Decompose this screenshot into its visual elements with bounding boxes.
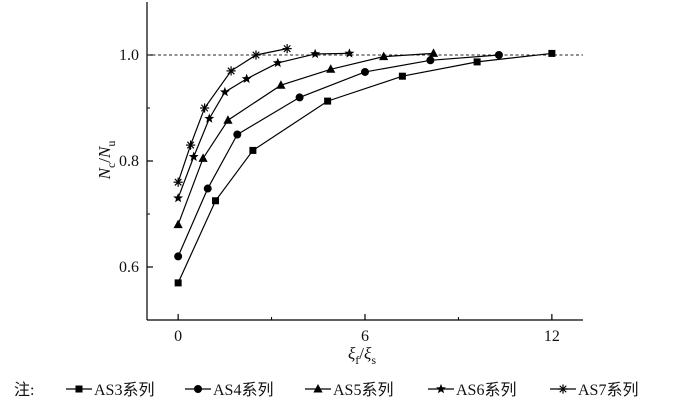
data-point-square xyxy=(174,279,182,287)
data-point-triangle xyxy=(198,153,208,162)
y-tick-label: 1.0 xyxy=(119,47,139,64)
x-tick-label: 0 xyxy=(174,328,182,345)
legend-label: AS5系列 xyxy=(333,381,393,399)
data-point-asterisk xyxy=(251,50,261,60)
x-axis-label-main: ξ xyxy=(348,344,356,363)
data-point-asterisk xyxy=(226,66,236,76)
data-point-triangle xyxy=(223,115,233,124)
legend-marker-star xyxy=(436,383,446,394)
data-point-circle xyxy=(174,252,183,261)
legend-marker-square xyxy=(75,385,83,393)
data-point-star xyxy=(188,151,199,161)
series-group xyxy=(173,44,556,287)
y-axis-label-slash: / xyxy=(95,158,114,163)
series-line xyxy=(177,52,552,284)
y-tick-label: 0.8 xyxy=(119,153,139,170)
legend-label: AS4系列 xyxy=(213,381,273,399)
asterisk-stroke xyxy=(559,385,567,393)
data-point-circle xyxy=(295,93,304,102)
asterisk-stroke xyxy=(186,141,195,149)
series-line xyxy=(177,48,288,183)
data-point-circle xyxy=(361,67,369,76)
series-line xyxy=(177,52,350,199)
asterisk-stroke xyxy=(227,67,235,75)
data-point-square xyxy=(212,197,220,205)
data-point-star xyxy=(310,48,321,59)
legend-item-1: AS3系列 xyxy=(66,381,154,399)
series-1 xyxy=(174,49,556,287)
data-point-triangle xyxy=(276,80,286,89)
series-3 xyxy=(173,48,439,229)
data-point-star xyxy=(344,48,355,58)
series-2 xyxy=(174,51,503,261)
data-point-square xyxy=(548,49,556,57)
data-point-asterisk xyxy=(186,140,196,150)
data-point-square xyxy=(473,58,481,66)
data-point-square xyxy=(398,72,406,80)
svg-text:ξf/ξs: ξf/ξs xyxy=(348,344,376,367)
legend-item-3: AS5系列 xyxy=(305,381,393,399)
asterisk-stroke xyxy=(200,104,209,112)
x-axis-label: ξf/ξs xyxy=(348,344,376,367)
y-axis-label: Nc/Nu xyxy=(95,141,118,181)
svg-text:Nc/Nu: Nc/Nu xyxy=(95,141,118,181)
legend-label: AS6系列 xyxy=(456,381,516,399)
data-point-triangle xyxy=(379,51,389,61)
data-point-asterisk xyxy=(200,103,210,113)
legend: 注: AS3系列 AS4系列 AS5系列 AS6系列 AS7系列 xyxy=(14,381,638,399)
data-point-star xyxy=(241,73,252,84)
x-tick-label: 6 xyxy=(361,328,369,345)
asterisk-stroke xyxy=(174,178,182,186)
legend-marker-triangle xyxy=(313,384,323,393)
asterisk-stroke xyxy=(283,44,291,53)
y-axis-label-main: N xyxy=(95,166,114,180)
legend-label: AS7系列 xyxy=(578,381,638,399)
data-point-circle xyxy=(494,51,503,59)
legend-item-2: AS4系列 xyxy=(185,381,273,399)
legend-marker-circle xyxy=(194,385,202,393)
series-5 xyxy=(173,44,292,187)
legend-item-5: AS7系列 xyxy=(550,381,638,399)
legend-prefix: 注: xyxy=(14,381,34,399)
axes: 0 6 12 0.6 0.8 1.0 xyxy=(119,2,583,345)
y-tick-label: 0.6 xyxy=(119,259,139,276)
data-point-circle xyxy=(203,184,212,193)
data-point-square xyxy=(324,97,332,105)
asterisk-stroke xyxy=(252,51,260,59)
data-point-triangle xyxy=(428,48,439,57)
y-axis-label-sub1: c xyxy=(104,163,118,168)
x-axis-label-sub2: s xyxy=(371,353,376,367)
data-point-triangle xyxy=(326,64,336,73)
y-axis-label-main2: N xyxy=(95,145,114,159)
data-point-asterisk xyxy=(173,177,183,187)
x-axis-label-slash: / xyxy=(359,344,364,363)
x-tick-label: 12 xyxy=(544,328,560,345)
data-point-triangle xyxy=(173,219,183,229)
data-point-square xyxy=(249,146,257,154)
legend-label: AS3系列 xyxy=(94,381,154,399)
data-point-star xyxy=(204,113,215,123)
x-axis-label-main2: ξ xyxy=(364,344,372,363)
legend-item-4: AS6系列 xyxy=(428,381,516,399)
y-axis-label-sub2: u xyxy=(104,141,118,147)
series-4 xyxy=(173,48,355,203)
legend-marker-asterisk xyxy=(558,384,568,394)
data-point-circle xyxy=(426,56,435,65)
series-line xyxy=(177,54,499,257)
data-point-star xyxy=(173,192,184,203)
data-point-star xyxy=(219,86,230,97)
x-axis-label-sub1: f xyxy=(355,353,359,367)
data-point-star xyxy=(272,57,283,68)
data-point-circle xyxy=(233,130,242,139)
data-point-asterisk xyxy=(282,44,292,54)
